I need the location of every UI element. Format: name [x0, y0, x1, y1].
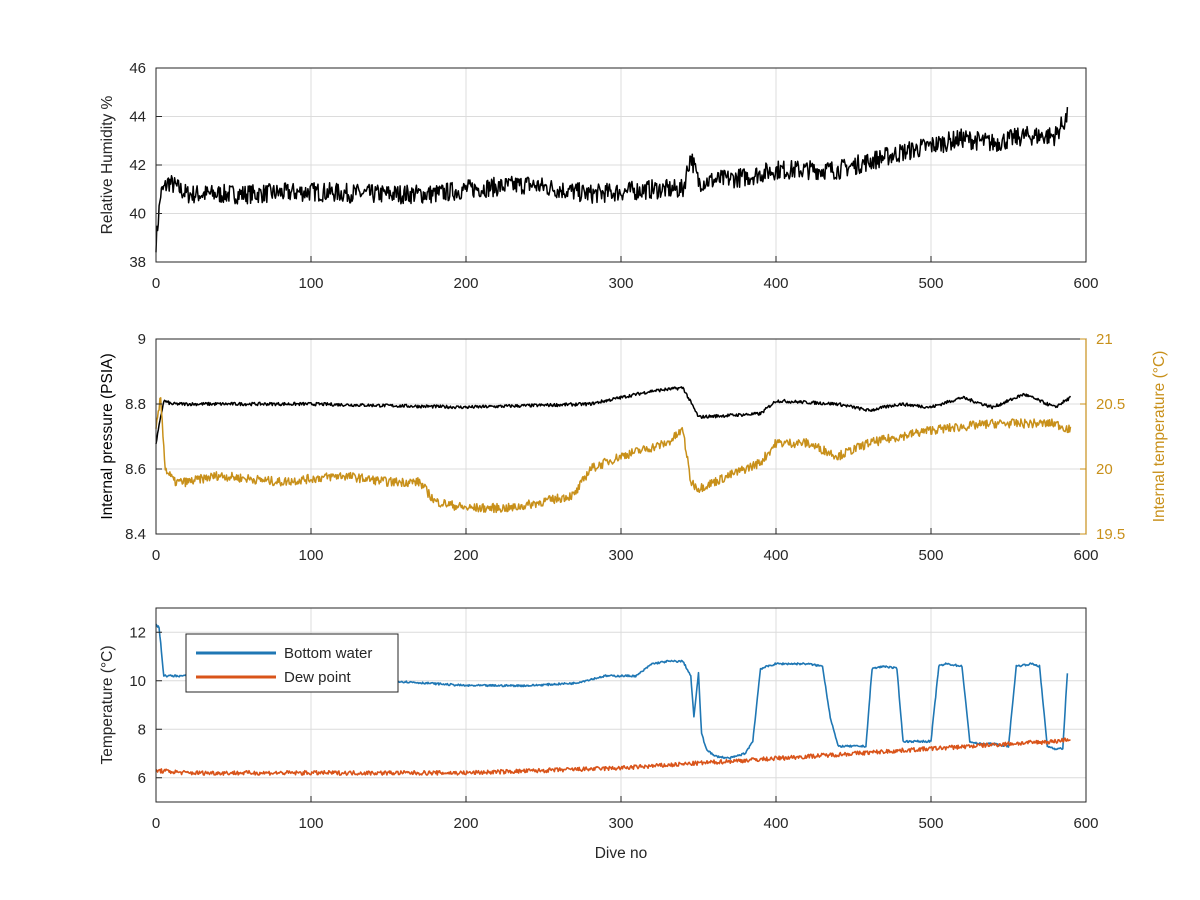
legend-label: Bottom water — [284, 645, 372, 662]
y-right-tick-label: 20 — [1096, 461, 1113, 478]
x-tick-label: 500 — [918, 547, 943, 564]
legend-label: Dew point — [284, 669, 352, 686]
x-tick-label: 600 — [1073, 815, 1098, 832]
y-right-tick-label: 20.5 — [1096, 396, 1125, 413]
humidity-panel: 0 100 200 300 400 500 600 38 40 42 44 46 Relative Hu… — [99, 60, 1099, 292]
temperature-panel: 0 100 200 300 400 500 600 6 8 10 12 Temperature (°C… — [99, 607, 1099, 862]
x-tick-label: 300 — [608, 815, 633, 832]
x-tick-label: 600 — [1073, 275, 1098, 292]
y-tick-label: 40 — [129, 206, 146, 223]
y-axis-label: Relative Humidity % — [99, 95, 116, 234]
x-tick-label: 100 — [298, 815, 323, 832]
x-tick-label: 400 — [763, 275, 788, 292]
y-tick-label: 8.8 — [125, 396, 146, 413]
series-line-panel1-1 — [155, 397, 1072, 514]
y-axis-label: Internal pressure (PSIA) — [99, 353, 116, 519]
y-tick-label: 8.6 — [125, 461, 146, 478]
y-tick-label: 42 — [129, 157, 146, 174]
x-tick-label: 200 — [453, 547, 478, 564]
x-tick-label: 0 — [152, 547, 160, 564]
y-right-axis-label: Internal temperature (°C) — [1151, 351, 1168, 523]
series-line-panel0-0 — [155, 107, 1069, 253]
x-tick-label: 0 — [152, 815, 160, 832]
x-tick-label: 100 — [298, 547, 323, 564]
y-tick-label: 10 — [129, 673, 146, 690]
y-right-tick-label: 19.5 — [1096, 526, 1125, 543]
series-line-dew-point — [155, 737, 1071, 776]
x-tick-label: 600 — [1073, 547, 1098, 564]
x-axis-label: Dive no — [595, 845, 648, 862]
x-tick-label: 300 — [608, 547, 633, 564]
x-tick-label: 300 — [608, 275, 633, 292]
x-tick-label: 0 — [152, 275, 160, 292]
x-tick-label: 500 — [918, 815, 943, 832]
y-tick-label: 6 — [138, 770, 146, 787]
y-tick-label: 38 — [129, 254, 146, 271]
legend — [185, 633, 399, 693]
y-tick-label: 46 — [129, 60, 146, 77]
x-tick-label: 100 — [298, 275, 323, 292]
series-line-panel1-0 — [155, 386, 1072, 445]
y-tick-label: 44 — [129, 109, 146, 126]
y-right-tick-label: 21 — [1096, 331, 1113, 348]
x-tick-label: 200 — [453, 275, 478, 292]
x-tick-label: 400 — [763, 815, 788, 832]
pressure-temperature-panel: 0 100 200 300 400 500 600 8.4 8.6 8.8 9 19.5 20 20.5 2… — [99, 331, 1168, 564]
x-tick-label: 200 — [453, 815, 478, 832]
y-axis-label: Temperature (°C) — [99, 645, 116, 764]
x-tick-label: 500 — [918, 275, 943, 292]
x-tick-label: 400 — [763, 547, 788, 564]
y-tick-label: 8.4 — [125, 526, 146, 543]
y-tick-label: 8 — [138, 721, 146, 738]
y-tick-label: 9 — [138, 331, 146, 348]
y-tick-label: 12 — [129, 624, 146, 641]
